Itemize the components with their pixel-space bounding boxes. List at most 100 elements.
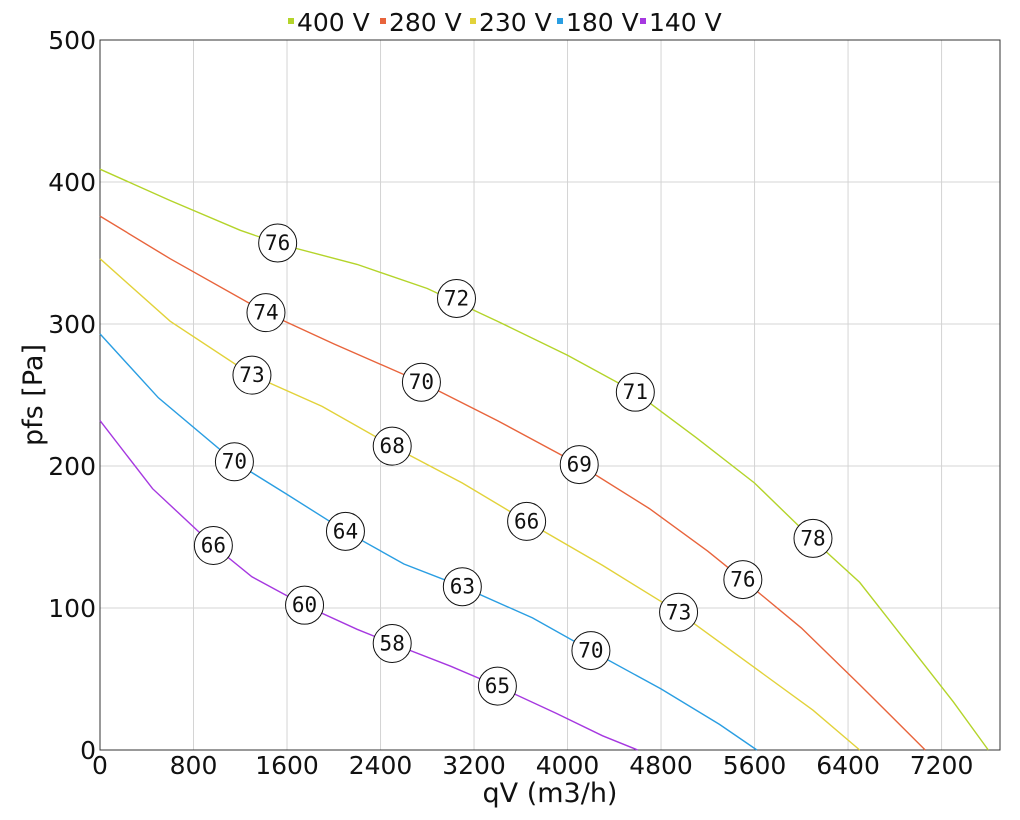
x-tick-label: 2400 (349, 751, 413, 780)
efficiency-marker: 71 (615, 372, 655, 412)
efficiency-marker: 70 (401, 362, 441, 402)
legend-label: 230 V (479, 8, 552, 37)
marker-circle (325, 511, 365, 551)
efficiency-marker: 65 (477, 666, 517, 706)
marker-label: 73 (239, 363, 264, 387)
marker-circle (232, 355, 272, 395)
marker-circle (246, 293, 286, 333)
marker-label: 66 (514, 509, 539, 533)
marker-label: 63 (450, 575, 475, 599)
marker-circle (615, 372, 655, 412)
marker-label: 69 (567, 453, 592, 477)
x-tick-label: 7200 (910, 751, 974, 780)
marker-label: 70 (578, 639, 603, 663)
x-axis-title: qV (m3/h) (483, 778, 618, 809)
y-tick-label: 500 (48, 26, 96, 55)
marker-label: 70 (222, 450, 247, 474)
marker-circle (793, 518, 833, 558)
y-tick-label: 400 (48, 168, 96, 197)
marker-circle (401, 362, 441, 402)
efficiency-marker: 73 (232, 355, 272, 395)
efficiency-marker: 69 (559, 445, 599, 485)
marker-circle (372, 426, 412, 466)
efficiency-marker: 63 (442, 567, 482, 607)
x-tick-label: 1600 (255, 751, 319, 780)
y-tick-labels: 0 100 200 300 400 500 (48, 26, 96, 765)
efficiency-marker: 66 (507, 501, 547, 541)
marker-circle (507, 501, 547, 541)
marker-label: 60 (292, 593, 317, 617)
x-tick-label: 800 (170, 751, 218, 780)
marker-circle (214, 442, 254, 482)
efficiency-marker: 68 (372, 426, 412, 466)
marker-circle (193, 526, 233, 566)
legend-item: 280 V (380, 8, 462, 37)
y-tick-label: 0 (80, 736, 96, 765)
marker-label: 58 (380, 632, 405, 656)
marker-label: 78 (800, 526, 825, 550)
marker-label: 64 (333, 519, 358, 543)
legend: 400 V 280 V 230 V 180 V 140 V (288, 8, 722, 37)
x-tick-label: 4800 (629, 751, 693, 780)
efficiency-marker: 60 (285, 585, 325, 625)
marker-label: 76 (730, 568, 755, 592)
efficiency-marker: 64 (325, 511, 365, 551)
marker-circle (659, 592, 699, 632)
legend-swatch (288, 18, 294, 24)
legend-label: 400 V (297, 8, 370, 37)
efficiency-marker: 76 (723, 560, 763, 600)
efficiency-marker: 78 (793, 518, 833, 558)
x-tick-label: 6400 (816, 751, 880, 780)
efficiency-marker: 76 (258, 223, 298, 263)
y-axis-title: pfs [Pa] (18, 344, 49, 446)
legend-swatch (557, 18, 563, 24)
marker-label: 66 (201, 534, 226, 558)
legend-item: 140 V (640, 8, 722, 37)
marker-circle (258, 223, 298, 263)
x-tick-labels: 0 800 1600 2400 3200 4000 4800 5600 6400 7200 (92, 751, 973, 780)
x-tick-label: 3200 (442, 751, 506, 780)
marker-label: 73 (666, 600, 691, 624)
marker-circle (477, 666, 517, 706)
marker-label: 74 (253, 301, 278, 325)
efficiency-markers: 76 72 71 78 74 70 69 76 73 68 66 73 70 64 63 70 66 60 58 65 (193, 223, 833, 706)
efficiency-marker: 72 (436, 278, 476, 318)
marker-circle (436, 278, 476, 318)
legend-swatch (380, 18, 386, 24)
marker-label: 72 (444, 286, 469, 310)
legend-swatch (640, 18, 646, 24)
legend-item: 400 V (288, 8, 370, 37)
x-tick-label: 5600 (723, 751, 787, 780)
marker-circle (372, 624, 412, 663)
legend-item: 230 V (470, 8, 552, 37)
plot-area (99, 39, 1001, 751)
efficiency-marker: 58 (372, 624, 412, 663)
marker-label: 68 (380, 434, 405, 458)
marker-circle (285, 585, 325, 625)
series-line (99, 420, 638, 751)
marker-label: 70 (409, 370, 434, 394)
efficiency-marker: 73 (659, 592, 699, 632)
y-tick-label: 200 (48, 452, 96, 481)
series-line (99, 215, 926, 751)
grid-lines (99, 39, 1000, 751)
marker-label: 76 (265, 231, 290, 255)
series-line (99, 258, 861, 751)
marker-circle (571, 631, 611, 671)
marker-circle (723, 560, 763, 600)
legend-label: 140 V (649, 8, 722, 37)
marker-circle (442, 567, 482, 607)
x-tick-label: 0 (92, 751, 108, 780)
efficiency-marker: 70 (214, 442, 254, 482)
y-tick-label: 100 (48, 594, 96, 623)
marker-label: 65 (485, 674, 510, 698)
legend-label: 280 V (389, 8, 462, 37)
efficiency-marker: 66 (193, 526, 233, 566)
efficiency-marker: 70 (571, 631, 611, 671)
x-tick-label: 4000 (536, 751, 600, 780)
y-tick-label: 300 (48, 310, 96, 339)
legend-item: 180 V (557, 8, 639, 37)
marker-label: 71 (623, 380, 648, 404)
legend-swatch (470, 18, 476, 24)
